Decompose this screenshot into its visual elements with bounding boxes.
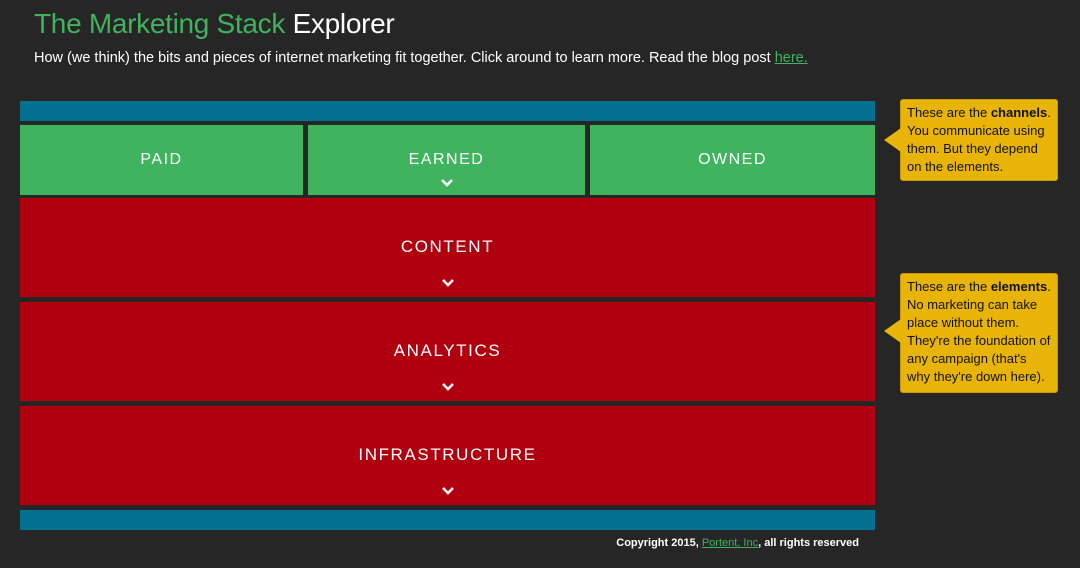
element-infrastructure-label: INFRASTRUCTURE bbox=[358, 445, 537, 464]
channel-owned-label: OWNED bbox=[698, 151, 767, 168]
element-analytics-label: ANALYTICS bbox=[393, 341, 502, 360]
element-content-label: CONTENT bbox=[400, 237, 495, 256]
element-analytics[interactable]: ANALYTICS bbox=[20, 302, 875, 401]
element-content[interactable]: CONTENT bbox=[20, 198, 875, 297]
blog-post-link[interactable]: here. bbox=[774, 50, 808, 66]
footer-suffix: , all rights reserved bbox=[758, 537, 859, 549]
chevron-down-icon bbox=[440, 179, 453, 187]
footer-copyright: Copyright 2015, Portent, Inc, all rights… bbox=[616, 537, 859, 549]
channel-paid[interactable]: PAID bbox=[20, 125, 303, 195]
page-title: The Marketing Stack Explorer bbox=[34, 8, 395, 40]
channel-owned[interactable]: OWNED bbox=[590, 125, 875, 195]
page-subtitle: How (we think) the bits and pieces of in… bbox=[34, 50, 808, 66]
channels-callout-pre: These are the bbox=[907, 105, 991, 120]
elements-callout-pre: These are the bbox=[907, 279, 991, 294]
bottom-divider-bar bbox=[20, 510, 875, 530]
channel-earned-label: EARNED bbox=[408, 151, 485, 168]
chevron-down-icon bbox=[441, 487, 454, 495]
channel-earned[interactable]: EARNED bbox=[308, 125, 585, 195]
top-divider-bar bbox=[20, 101, 875, 121]
channel-paid-label: PAID bbox=[140, 151, 183, 168]
elements-callout-post: . No marketing can take place without th… bbox=[907, 279, 1051, 384]
elements-callout-bold: elements bbox=[990, 279, 1048, 294]
title-green: The Marketing Stack bbox=[34, 8, 286, 39]
channels-callout: These are the channels. You communicate … bbox=[884, 99, 1058, 181]
subtitle-text: How (we think) the bits and pieces of in… bbox=[34, 50, 771, 66]
element-infrastructure[interactable]: INFRASTRUCTURE bbox=[20, 406, 875, 505]
portent-link[interactable]: Portent, Inc bbox=[701, 537, 759, 549]
channels-callout-post: . You communicate using them. But they d… bbox=[907, 105, 1051, 174]
chevron-down-icon bbox=[441, 279, 454, 287]
channels-callout-bold: channels bbox=[990, 105, 1048, 120]
title-white: Explorer bbox=[292, 8, 395, 39]
chevron-down-icon bbox=[441, 383, 454, 391]
footer-prefix: Copyright 2015, bbox=[616, 537, 699, 549]
channels-row: PAID EARNED OWNED bbox=[20, 125, 875, 195]
elements-callout: These are the elements. No marketing can… bbox=[884, 273, 1058, 393]
